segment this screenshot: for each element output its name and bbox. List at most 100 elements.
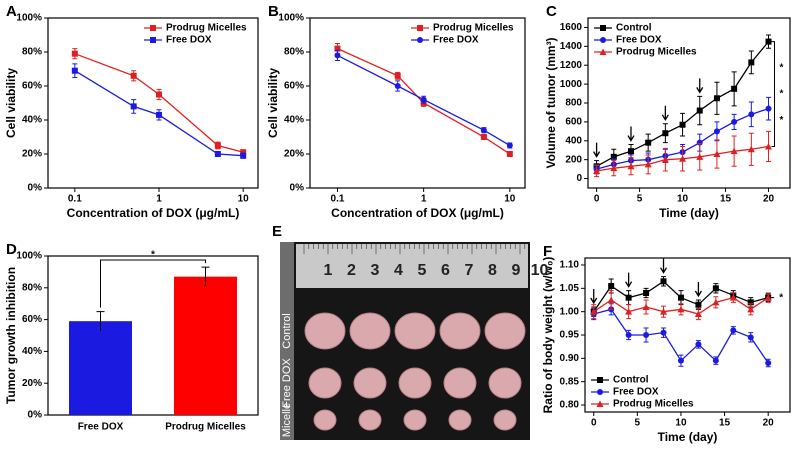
marker [748, 59, 755, 66]
dose-arrow [659, 258, 668, 274]
marker [334, 45, 341, 52]
y-tick-label: 1.05 [560, 283, 580, 294]
legend-label: Control [613, 375, 649, 386]
x-tick-label: 5 [635, 418, 641, 429]
marker [607, 296, 615, 303]
marker [156, 91, 163, 98]
marker [660, 278, 667, 285]
y-tick-label: 60% [22, 81, 42, 92]
marker [712, 285, 719, 292]
legend-marker [417, 25, 423, 31]
marker [677, 294, 684, 301]
dose-arrow [627, 126, 635, 142]
marker [645, 139, 652, 146]
panel: B 0% 20% 40% 60% 80% 100% Cell viability Concent… [266, 3, 526, 220]
tumor [353, 367, 387, 399]
y-tick-label: 0.90 [560, 353, 580, 364]
panel-letter: D [6, 241, 17, 258]
marker [747, 145, 755, 153]
marker [240, 152, 247, 159]
tumor [448, 409, 472, 431]
ruler-number: 2 [347, 262, 356, 279]
tumor [488, 367, 522, 399]
marker [765, 105, 772, 112]
x-tick-label: 10 [504, 194, 516, 205]
marker [765, 360, 772, 366]
x-tick-label: 15 [719, 418, 731, 429]
ruler-number: 1 [324, 262, 333, 279]
x-axis-label: Concentration of DOX (μg/mL) [331, 206, 504, 220]
x-tick-label: 0.1 [68, 194, 82, 205]
marker [679, 121, 686, 128]
y-tick-label: 1400 [560, 41, 583, 52]
marker [480, 134, 487, 140]
tumor [443, 367, 477, 399]
y-tick-label: 0 [576, 173, 582, 184]
legend-marker [600, 37, 606, 43]
marker [334, 52, 341, 59]
y-tick-label: 80% [284, 47, 304, 58]
x-tick-label: 10 [238, 194, 250, 205]
ruler [296, 244, 528, 288]
marker [214, 142, 221, 149]
marker [608, 283, 615, 289]
marker [696, 153, 704, 160]
y-axis-label: Tumor growth inhibition [4, 267, 18, 404]
marker [730, 327, 737, 334]
marker [661, 156, 669, 163]
x-tick-label: 10 [675, 418, 687, 429]
marker [662, 130, 669, 137]
x-axis-label: Time (day) [659, 206, 719, 220]
legend-label: Control [616, 23, 652, 34]
legend-label: Prodrug Micelles [166, 23, 247, 34]
y-tick-label: 80% [22, 282, 42, 293]
legend-marker [596, 400, 604, 407]
y-tick-label: 0.85 [560, 376, 580, 387]
x-tick-label: 1 [156, 194, 162, 205]
plot-frame [309, 17, 526, 189]
significance-bracket [771, 41, 776, 147]
marker [764, 294, 772, 301]
marker [747, 299, 754, 306]
x-tick-label: 0.1 [331, 194, 345, 205]
marker [677, 357, 684, 364]
marker [765, 38, 772, 45]
y-tick-label: 60% [284, 81, 304, 92]
y-tick-label: 100% [16, 13, 42, 24]
x-tick-label: 5 [637, 194, 643, 205]
y-tick-label: 1000 [560, 79, 583, 90]
marker [394, 72, 401, 79]
tumor [403, 409, 427, 431]
ruler-number: 10 [531, 262, 549, 279]
y-tick-label: 0% [28, 183, 43, 194]
significance-star: * [780, 115, 784, 126]
marker [610, 153, 617, 160]
y-tick-label: 100% [278, 13, 304, 24]
y-tick-label: 20% [22, 378, 42, 389]
bar [174, 276, 237, 415]
marker [731, 85, 738, 92]
legend-marker [150, 25, 156, 31]
dose-arrow [696, 78, 704, 94]
dose-arrow [661, 105, 669, 122]
tumor [493, 409, 517, 431]
y-tick-label: 20% [22, 149, 42, 160]
y-tick-label: 1200 [560, 60, 583, 71]
significance-star: * [780, 62, 784, 73]
y-axis-label: Ratio of body weight (w/w₀) [541, 257, 555, 414]
significance-bracket [100, 259, 206, 308]
marker [730, 147, 738, 155]
legend-label: Free DOX [613, 387, 659, 398]
marker [506, 142, 513, 149]
ruler-number: 7 [465, 262, 474, 279]
marker [643, 290, 650, 296]
marker [627, 148, 634, 155]
marker [713, 150, 721, 157]
y-tick-label: 20% [284, 149, 304, 160]
y-tick-label: 400 [565, 135, 582, 146]
y-tick-label: 0.95 [560, 330, 580, 341]
x-tick-label: 0 [594, 194, 600, 205]
x-tick-label: 1 [421, 194, 427, 205]
